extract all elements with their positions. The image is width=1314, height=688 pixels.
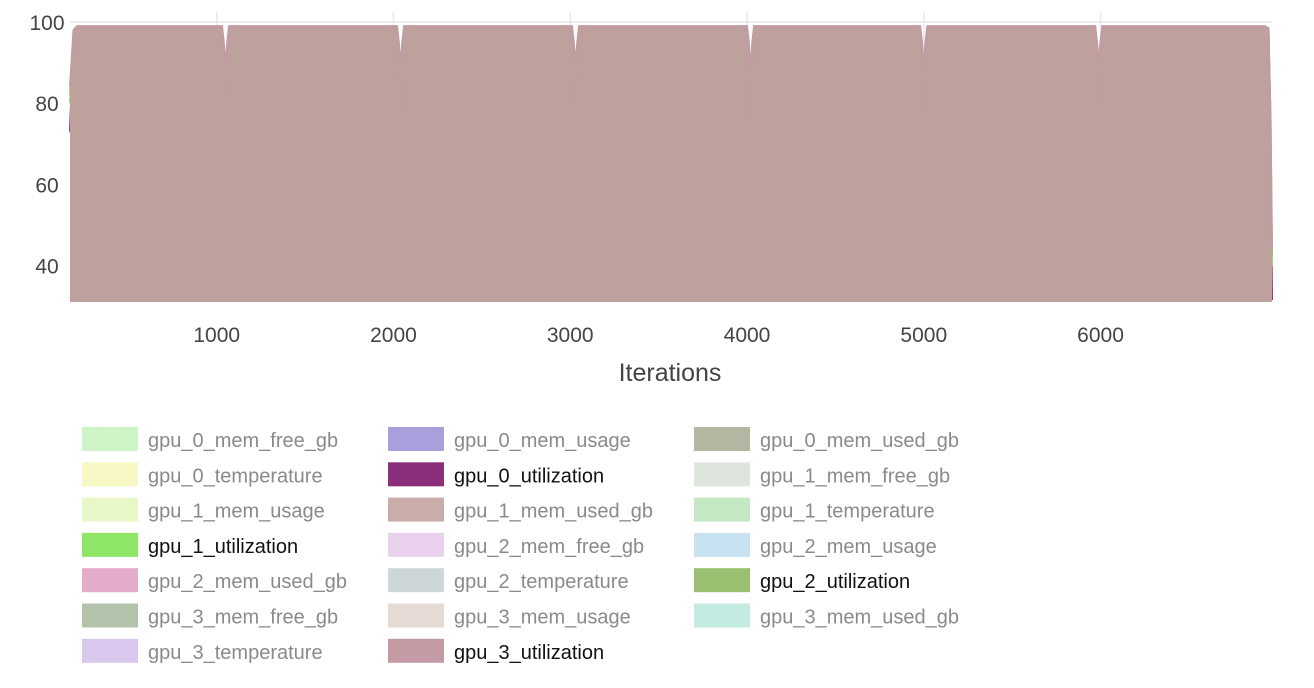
legend-item-gpu_1_mem_usage[interactable]: gpu_1_mem_usage bbox=[82, 497, 325, 523]
legend-item-gpu_3_temperature[interactable]: gpu_3_temperature bbox=[82, 638, 323, 664]
legend-label: gpu_1_temperature bbox=[760, 501, 935, 523]
legend-label: gpu_2_mem_free_gb bbox=[454, 536, 644, 558]
legend-swatch bbox=[82, 638, 138, 663]
legend-label: gpu_3_mem_free_gb bbox=[148, 607, 338, 629]
legend-label: gpu_3_utilization bbox=[454, 642, 604, 664]
legend-label: gpu_1_mem_free_gb bbox=[760, 465, 950, 487]
legend-item-gpu_0_utilization[interactable]: gpu_0_utilization bbox=[388, 462, 604, 487]
plot-area[interactable] bbox=[69, 25, 1273, 302]
x-tick-label: 6000 bbox=[1077, 324, 1124, 347]
legend-swatch bbox=[388, 603, 444, 628]
legend-item-gpu_2_temperature[interactable]: gpu_2_temperature bbox=[388, 568, 629, 593]
y-tick-label: 60 bbox=[35, 174, 58, 197]
legend-swatch bbox=[694, 532, 750, 557]
axes: 1000 2000 3000 4000 5000 6000 40 60 80 100 bbox=[29, 12, 1123, 347]
y-tick-label: 80 bbox=[35, 93, 58, 116]
legend-item-gpu_2_mem_free_gb[interactable]: gpu_2_mem_free_gb bbox=[388, 532, 644, 558]
legend-item-gpu_0_temperature[interactable]: gpu_0_temperature bbox=[82, 462, 323, 487]
legend-label: gpu_0_temperature bbox=[148, 465, 323, 487]
legend-swatch bbox=[694, 497, 750, 522]
legend-swatch bbox=[82, 603, 138, 628]
legend-label: gpu_0_mem_free_gb bbox=[148, 430, 338, 452]
legend-swatch bbox=[694, 568, 750, 593]
legend-item-gpu_2_utilization[interactable]: gpu_2_utilization bbox=[694, 568, 910, 593]
legend-swatch bbox=[388, 427, 444, 451]
legend-swatch bbox=[694, 462, 750, 487]
x-tick-label: 2000 bbox=[370, 324, 417, 347]
legend-swatch bbox=[388, 532, 444, 557]
legend-swatch bbox=[694, 427, 750, 451]
y-tick-label: 40 bbox=[35, 255, 58, 278]
legend-label: gpu_1_utilization bbox=[148, 536, 298, 558]
legend-item-gpu_3_mem_free_gb[interactable]: gpu_3_mem_free_gb bbox=[82, 603, 338, 629]
x-tick-label: 3000 bbox=[547, 324, 594, 347]
x-tick-label: 4000 bbox=[724, 324, 771, 347]
legend-label: gpu_0_utilization bbox=[454, 465, 604, 487]
legend-label: gpu_2_mem_usage bbox=[760, 536, 937, 558]
legend-item-gpu_3_mem_usage[interactable]: gpu_3_mem_usage bbox=[388, 603, 631, 629]
legend-swatch bbox=[82, 427, 138, 451]
legend-label: gpu_3_mem_used_gb bbox=[760, 607, 959, 629]
legend-swatch bbox=[388, 462, 444, 487]
x-tick-label: 5000 bbox=[900, 324, 947, 347]
legend-item-gpu_1_utilization[interactable]: gpu_1_utilization bbox=[82, 532, 298, 558]
legend-label: gpu_0_mem_used_gb bbox=[760, 430, 959, 452]
legend-swatch bbox=[388, 568, 444, 593]
legend-item-gpu_1_mem_free_gb[interactable]: gpu_1_mem_free_gb bbox=[694, 462, 950, 487]
legend-item-gpu_3_mem_used_gb[interactable]: gpu_3_mem_used_gb bbox=[694, 603, 959, 629]
legend-label: gpu_0_mem_usage bbox=[454, 430, 631, 452]
legend-item-gpu_0_mem_usage[interactable]: gpu_0_mem_usage bbox=[388, 427, 631, 452]
legend-label: gpu_2_temperature bbox=[454, 571, 629, 593]
legend-item-gpu_2_mem_usage[interactable]: gpu_2_mem_usage bbox=[694, 532, 937, 558]
legend-label: gpu_3_temperature bbox=[148, 642, 323, 664]
x-axis-title: Iterations bbox=[619, 359, 722, 387]
legend-swatch bbox=[388, 497, 444, 522]
legend-swatch bbox=[82, 497, 138, 522]
legend-label: gpu_2_mem_used_gb bbox=[148, 571, 347, 593]
legend-swatch bbox=[388, 638, 444, 663]
legend: gpu_0_mem_free_gb gpu_0_mem_usage gpu_0_me… bbox=[82, 427, 959, 664]
legend-item-gpu_3_utilization[interactable]: gpu_3_utilization bbox=[388, 638, 604, 664]
y-tick-label: 100 bbox=[29, 12, 64, 35]
legend-label: gpu_1_mem_usage bbox=[148, 501, 325, 523]
legend-label: gpu_2_utilization bbox=[760, 571, 910, 593]
legend-swatch bbox=[82, 568, 138, 593]
legend-item-gpu_1_mem_used_gb[interactable]: gpu_1_mem_used_gb bbox=[388, 497, 653, 523]
legend-label: gpu_3_mem_usage bbox=[454, 607, 631, 629]
legend-swatch bbox=[694, 603, 750, 628]
legend-item-gpu_2_mem_used_gb[interactable]: gpu_2_mem_used_gb bbox=[82, 568, 347, 593]
legend-item-gpu_0_mem_free_gb[interactable]: gpu_0_mem_free_gb bbox=[82, 427, 338, 452]
legend-swatch bbox=[82, 462, 138, 487]
legend-swatch bbox=[82, 532, 138, 557]
series-area-gpu_3_utilization bbox=[70, 26, 1272, 302]
x-tick-label: 1000 bbox=[193, 324, 240, 347]
legend-item-gpu_0_mem_used_gb[interactable]: gpu_0_mem_used_gb bbox=[694, 427, 959, 452]
series-line-gpu_3_utilization bbox=[69, 25, 1273, 250]
legend-item-gpu_1_temperature[interactable]: gpu_1_temperature bbox=[694, 497, 935, 523]
legend-label: gpu_1_mem_used_gb bbox=[454, 501, 653, 523]
